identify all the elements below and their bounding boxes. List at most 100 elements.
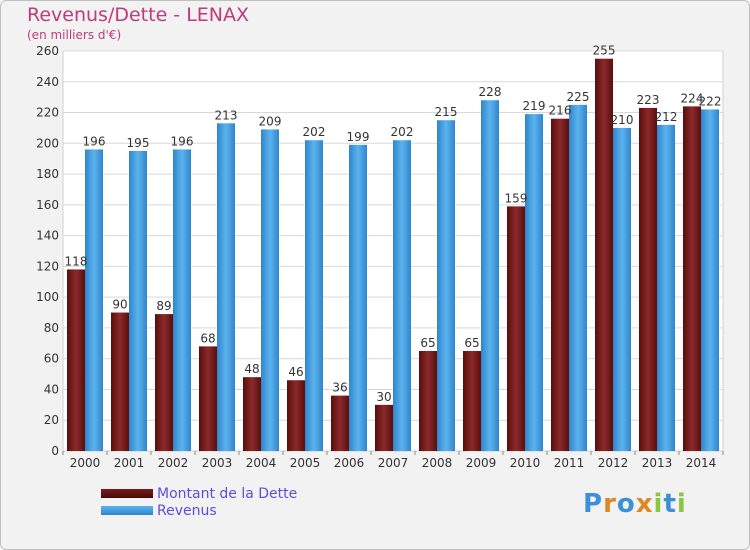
y-axis-ticks: 0 20 40 60 80 100 120 140 160 180 200 220 240 260 — [36, 44, 59, 458]
x-tick-label: 2012 — [598, 456, 629, 470]
bar-dette — [331, 395, 349, 451]
bar-dette — [639, 107, 657, 451]
data-label-revenus: 222 — [699, 94, 722, 108]
x-tick-label: 2011 — [554, 456, 585, 470]
legend-swatch-revenus — [101, 506, 153, 515]
data-label-dette: 118 — [65, 254, 88, 268]
bar-revenus — [657, 124, 675, 451]
bar-dette — [463, 351, 481, 451]
data-label-dette: 30 — [376, 390, 391, 404]
data-label-revenus: 202 — [391, 125, 414, 139]
bar-dette — [507, 206, 525, 451]
y-tick-label: 60 — [44, 352, 59, 366]
bar-dette — [595, 58, 613, 451]
legend-label-dette: Montant de la Dette — [157, 486, 298, 502]
data-label-dette: 46 — [288, 365, 303, 379]
x-tick-label: 2010 — [510, 456, 541, 470]
legend-label-revenus: Revenus — [157, 503, 217, 519]
bar-revenus — [613, 127, 631, 451]
bar-revenus — [393, 140, 411, 451]
data-label-revenus: 209 — [259, 114, 282, 128]
bar-revenus — [349, 144, 367, 451]
data-label-dette: 36 — [332, 381, 347, 395]
x-axis-ticks: 2000 2001 2002 2003 2004 2005 2006 2007 2008 2009… — [62, 451, 724, 470]
x-tick-label: 2008 — [422, 456, 453, 470]
bar-revenus — [569, 104, 587, 451]
x-tick-label: 2004 — [246, 456, 277, 470]
bar-revenus — [261, 129, 279, 451]
y-tick-label: 20 — [44, 413, 59, 427]
data-labels: 118 196 90 195 89 196 68 213 48 209 46 202 36 199 30 20… — [65, 44, 722, 404]
bar-revenus — [217, 123, 235, 452]
bar-revenus — [305, 140, 323, 451]
bar-dette — [419, 351, 437, 451]
bar-revenus — [701, 109, 719, 451]
data-label-dette: 223 — [637, 93, 660, 107]
data-label-dette: 65 — [420, 336, 435, 350]
x-tick-label: 2002 — [158, 456, 189, 470]
x-tick-label: 2001 — [114, 456, 145, 470]
bar-dette — [155, 314, 173, 451]
data-label-dette: 90 — [112, 298, 127, 312]
bar-dette — [551, 118, 569, 451]
bar-revenus — [437, 120, 455, 451]
bar-dette — [243, 377, 261, 451]
x-tick-label: 2005 — [290, 456, 321, 470]
x-tick-label: 2007 — [378, 456, 409, 470]
logo-letter: t — [663, 489, 677, 519]
logo-letter: P — [583, 489, 604, 519]
x-tick-label: 2009 — [466, 456, 497, 470]
y-tick-label: 220 — [36, 106, 59, 120]
bar-dette — [287, 380, 305, 451]
bar-revenus — [85, 149, 103, 451]
bar-revenus — [173, 149, 191, 451]
logo-letter: x — [635, 489, 654, 519]
y-tick-label: 260 — [36, 44, 59, 58]
logo-letter: o — [616, 489, 636, 519]
x-tick-label: 2003 — [202, 456, 233, 470]
data-label-revenus: 196 — [83, 134, 106, 148]
data-label-dette: 224 — [681, 91, 704, 105]
data-label-revenus: 210 — [611, 113, 634, 127]
data-label-revenus: 215 — [435, 105, 458, 119]
y-tick-label: 0 — [51, 444, 59, 458]
data-label-dette: 159 — [505, 191, 528, 205]
data-label-revenus: 212 — [655, 110, 678, 124]
data-label-dette: 68 — [200, 331, 215, 345]
chart-subtitle: (en milliers d'€) — [27, 28, 122, 42]
bar-dette — [111, 312, 129, 451]
y-tick-label: 240 — [36, 75, 59, 89]
y-tick-label: 120 — [36, 259, 59, 273]
bar-dette — [67, 269, 85, 451]
bar-dette — [375, 404, 393, 451]
logo-letter: r — [603, 489, 617, 519]
bars — [67, 58, 719, 452]
y-tick-label: 40 — [44, 382, 59, 396]
data-label-dette: 48 — [244, 362, 259, 376]
bar-dette — [199, 346, 217, 451]
x-tick-label: 2013 — [642, 456, 673, 470]
data-label-revenus: 225 — [567, 90, 590, 104]
legend-swatch-dette — [101, 489, 153, 498]
chart-title: Revenus/Dette - LENAX — [27, 4, 250, 26]
data-label-revenus: 196 — [171, 134, 194, 148]
y-tick-label: 80 — [44, 321, 59, 335]
y-tick-label: 180 — [36, 167, 59, 181]
data-label-revenus: 228 — [479, 85, 502, 99]
data-label-dette: 65 — [464, 336, 479, 350]
data-label-revenus: 202 — [303, 125, 326, 139]
logo-letter: i — [676, 489, 687, 519]
bar-revenus — [525, 114, 543, 452]
y-tick-label: 200 — [36, 136, 59, 150]
data-label-dette: 255 — [593, 44, 616, 58]
x-tick-label: 2006 — [334, 456, 365, 470]
logo-letter: i — [653, 489, 664, 519]
bar-revenus — [129, 151, 147, 451]
data-label-revenus: 195 — [127, 136, 150, 150]
bar-revenus — [481, 100, 499, 451]
y-tick-label: 100 — [36, 290, 59, 304]
data-label-dette: 89 — [156, 299, 171, 313]
x-tick-label: 2000 — [70, 456, 101, 470]
